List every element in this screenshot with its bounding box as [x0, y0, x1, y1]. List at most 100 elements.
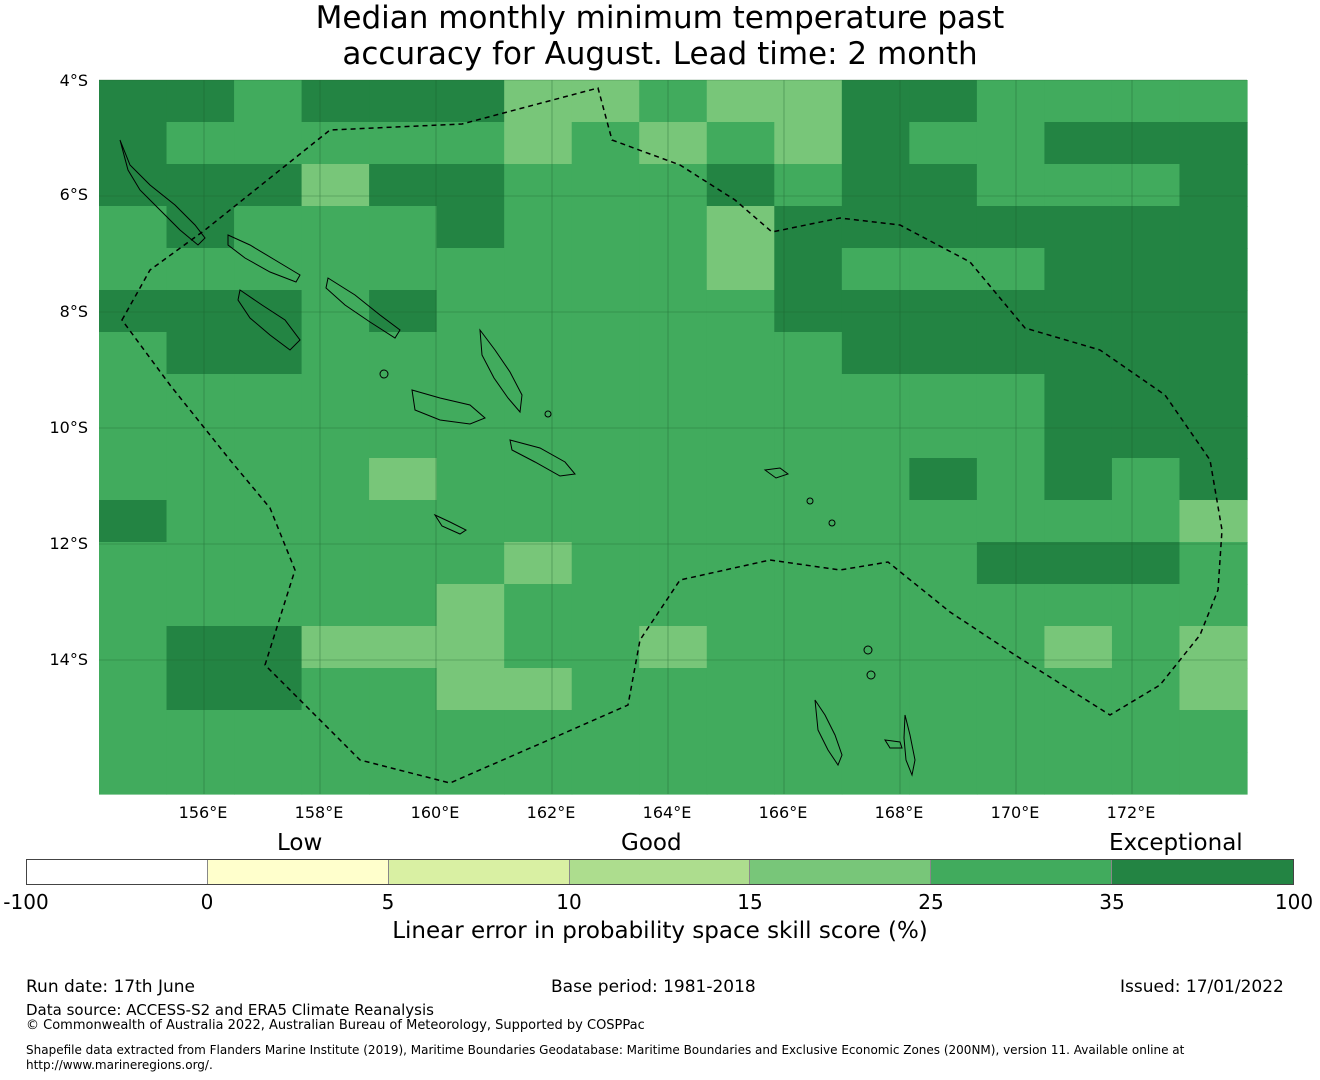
grid-cell — [976, 416, 1046, 459]
grid-cell — [369, 626, 438, 669]
grid-cell — [774, 206, 843, 249]
grid-cell — [706, 374, 775, 417]
grid-cell — [639, 80, 708, 123]
grid-cell — [504, 80, 573, 123]
grid-cell — [571, 248, 640, 291]
grid-cell — [976, 668, 1046, 711]
shapefile-credit: Shapefile data extracted from Flanders M… — [26, 1043, 1185, 1072]
island-makira — [509, 439, 576, 477]
grid-cell — [1044, 290, 1113, 333]
lon-label-162e: 162°E — [526, 803, 576, 822]
grid-cell — [1044, 248, 1113, 291]
grid-cell — [976, 500, 1046, 543]
grid-cell — [976, 752, 1046, 795]
grid-cell — [166, 80, 235, 123]
grid-cell — [99, 122, 168, 165]
grid-cell — [706, 206, 775, 249]
grid-cell — [1179, 80, 1248, 123]
grid-cell — [436, 416, 505, 459]
island-dot-1 — [863, 645, 873, 655]
colorbar-segment-10-15 — [569, 860, 751, 884]
grid-cell — [1044, 710, 1113, 753]
grid-cell — [909, 248, 978, 291]
grid-cell — [639, 248, 708, 291]
lon-label-172e: 172°E — [1106, 803, 1156, 822]
grid-cell — [301, 332, 370, 375]
island-santa-cruz — [763, 467, 790, 479]
grid-cell — [504, 626, 573, 669]
grid-cell — [369, 290, 438, 333]
grid-cell — [1179, 374, 1248, 417]
grid-cell — [504, 500, 573, 543]
grid-cell — [774, 752, 843, 795]
grid-cell — [234, 248, 303, 291]
title-line-1: Median monthly minimum temperature past — [315, 0, 1005, 36]
grid-cell — [234, 416, 303, 459]
copyright: © Commonwealth of Australia 2022, Austra… — [26, 1018, 645, 1033]
grid-cell — [369, 164, 438, 207]
grid-cell — [976, 458, 1046, 501]
grid-cell — [1179, 248, 1248, 291]
grid-cell — [1179, 206, 1248, 249]
island-dot-3 — [544, 410, 552, 418]
colorbar-segment-neg100-0 — [27, 860, 208, 884]
grid-cell — [1179, 752, 1248, 795]
grid-cell — [976, 206, 1046, 249]
grid-cell — [504, 248, 573, 291]
grid-cell — [841, 500, 910, 543]
grid-cell — [639, 500, 708, 543]
grid-cell — [301, 626, 370, 669]
grid-cell — [1179, 332, 1248, 375]
grid-cell — [99, 80, 168, 123]
grid-cell — [1111, 206, 1181, 249]
legend-category-exceptional: Exceptional — [1109, 830, 1243, 856]
grid-cell — [166, 374, 235, 417]
island-choiseul — [227, 234, 301, 283]
grid-cell — [571, 332, 640, 375]
island-vanuatu-south — [903, 714, 916, 777]
grid-cell — [706, 80, 775, 123]
grid-cell — [1044, 542, 1113, 585]
title-line-2: accuracy for August. Lead time: 2 month — [342, 36, 978, 72]
grid-cell — [234, 626, 303, 669]
grid-cell — [841, 206, 910, 249]
grid-cell — [706, 626, 775, 669]
grid-cell — [774, 668, 843, 711]
grid-cell — [369, 416, 438, 459]
grid-cell — [909, 122, 978, 165]
grid-cell — [1111, 710, 1181, 753]
grid-cell — [976, 626, 1046, 669]
grid-cell — [841, 668, 910, 711]
grid-cell — [99, 248, 168, 291]
island-dot-2 — [866, 670, 876, 680]
grid-cell — [436, 626, 505, 669]
grid-cell — [436, 332, 505, 375]
lon-label-168e: 168°E — [874, 803, 924, 822]
grid-cell — [1111, 248, 1181, 291]
grid-cell — [909, 542, 978, 585]
grid-cell — [706, 248, 775, 291]
issued-date: Issued: 17/01/2022 — [1120, 977, 1284, 997]
grid-cell — [1044, 626, 1113, 669]
map[interactable] — [0, 0, 1320, 800]
grid-cell — [234, 458, 303, 501]
grid-cell — [639, 122, 708, 165]
grid-cell — [504, 458, 573, 501]
grid-cell — [436, 500, 505, 543]
grid-cell — [436, 458, 505, 501]
grid-cell — [909, 290, 978, 333]
grid-cell — [166, 248, 235, 291]
grid-cell — [166, 710, 235, 753]
grid-cell — [841, 374, 910, 417]
grid-cell — [774, 416, 843, 459]
grid-cell — [1179, 164, 1248, 207]
grid-cell — [1111, 458, 1181, 501]
grid-cell — [774, 164, 843, 207]
grid-cell — [301, 374, 370, 417]
grid-cell — [234, 710, 303, 753]
grid-cell — [166, 122, 235, 165]
grid-cell — [1179, 584, 1248, 627]
grid-cell — [841, 164, 910, 207]
colorbar — [26, 859, 1294, 885]
colorbar-tick: -100 — [3, 890, 49, 914]
